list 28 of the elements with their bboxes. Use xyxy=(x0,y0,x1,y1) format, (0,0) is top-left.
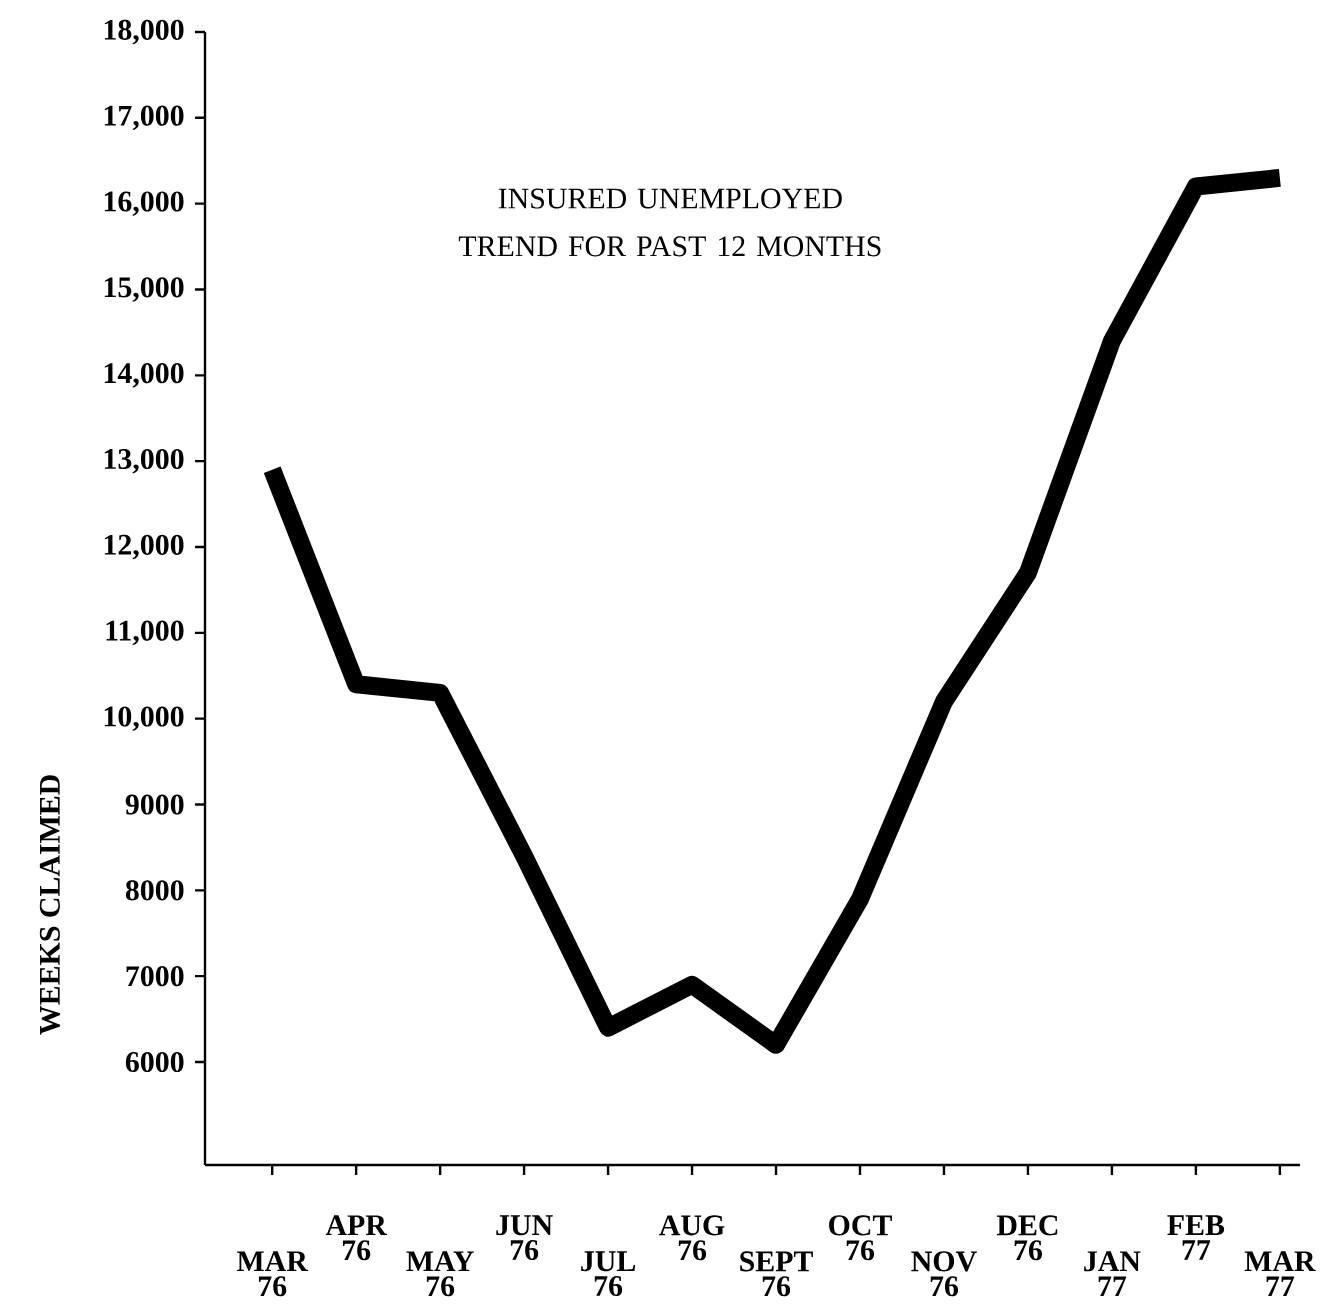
x-tick-label: DEC 76 xyxy=(996,1215,1058,1261)
x-tick-label: JUN 76 xyxy=(496,1215,553,1261)
x-tick-label: MAR 77 xyxy=(1244,1251,1316,1296)
y-tick-label: 8000 xyxy=(125,880,184,901)
y-tick-label: 12,000 xyxy=(104,534,184,560)
x-tick-label: SEPT 76 xyxy=(740,1251,813,1297)
x-tick-label: JUL 76 xyxy=(581,1251,636,1297)
y-tick-label: 11,000 xyxy=(106,620,184,646)
x-tick-label: JAN 77 xyxy=(1084,1251,1141,1296)
y-axis-title: WEEKS CLAIMED xyxy=(39,775,61,1035)
y-tick-label: 14,000 xyxy=(104,363,184,388)
x-tick-label: FEB 77 xyxy=(1167,1215,1225,1260)
text: INSURED UNEMPLOYED TREND FOR PAST 12 MONTHS xyxy=(458,188,881,257)
y-tick-label: 18,000 xyxy=(104,19,184,45)
x-tick-label: MAY 76 xyxy=(406,1251,474,1297)
x-tick-label: MAR 76 xyxy=(236,1251,309,1297)
x-tick-label: NOV 76 xyxy=(911,1251,977,1297)
y-tick-label: 16,000 xyxy=(104,191,184,216)
x-tick-label: AUG 76 xyxy=(659,1215,725,1261)
y-tick-label: 17,000 xyxy=(104,105,184,131)
y-tick-label: 7000 xyxy=(126,966,184,987)
x-tick-label: APR 76 xyxy=(325,1215,388,1261)
y-tick-label: 13,000 xyxy=(104,448,184,474)
y-tick-label: 6000 xyxy=(125,1051,184,1073)
y-tick-label: 15,000 xyxy=(104,277,184,302)
y-tick-label: 9000 xyxy=(125,794,184,815)
x-tick-label: OCT 76 xyxy=(829,1215,892,1261)
y-tick-label: 10,000 xyxy=(104,706,184,731)
